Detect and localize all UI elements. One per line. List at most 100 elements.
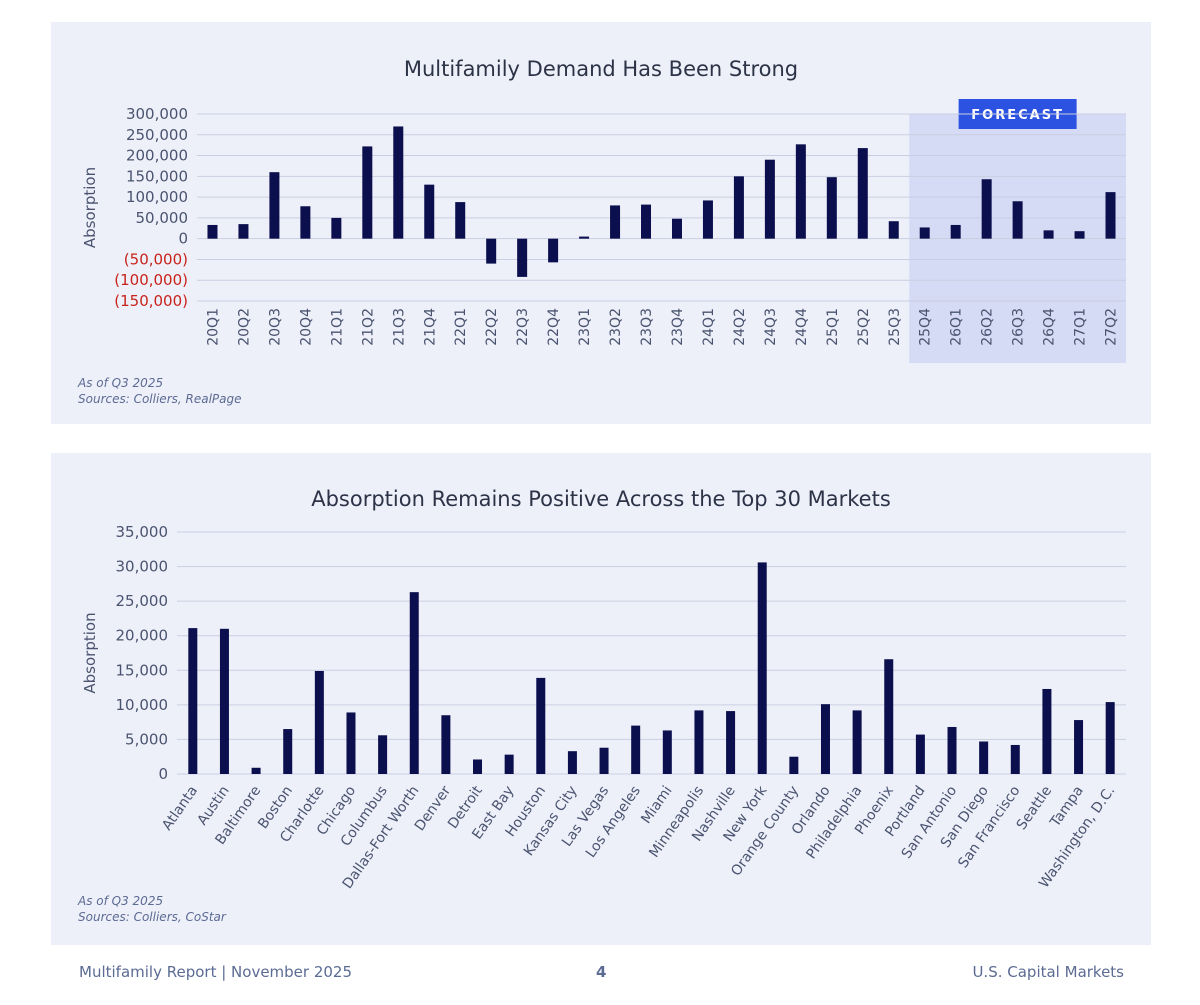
bar xyxy=(238,224,249,239)
y-tick-label: 35,000 xyxy=(116,523,169,541)
y-tick-label: 10,000 xyxy=(116,696,169,714)
x-tick-label: 23Q3 xyxy=(639,308,655,346)
y-tick-label: 20,000 xyxy=(116,627,169,645)
chart-demand: Multifamily Demand Has Been Strong FORECA… xyxy=(81,57,1126,363)
y-tick-label: 0 xyxy=(178,230,188,248)
x-tick-label: 26Q4 xyxy=(1042,308,1058,346)
bar xyxy=(300,206,311,239)
x-tick-label: 24Q1 xyxy=(701,308,717,346)
bar xyxy=(826,177,837,239)
bar xyxy=(567,751,577,774)
note-as-of: As of Q3 2025 xyxy=(78,376,164,390)
y-tick-label: (150,000) xyxy=(114,292,188,310)
bar xyxy=(764,159,775,239)
x-tick-label: 22Q2 xyxy=(484,308,500,346)
y-tick-label: 150,000 xyxy=(126,167,188,185)
x-tick-label: 25Q1 xyxy=(825,308,841,346)
y-tick-label: 100,000 xyxy=(126,188,188,206)
x-tick-label: 21Q2 xyxy=(360,308,376,346)
bar xyxy=(579,236,590,239)
bar xyxy=(631,725,641,774)
bar xyxy=(981,179,992,239)
x-tick-label: 21Q3 xyxy=(391,308,407,346)
bar xyxy=(671,218,682,239)
x-tick-label: 22Q1 xyxy=(453,308,469,346)
bar xyxy=(314,670,324,774)
x-tick-label: 26Q2 xyxy=(980,308,996,346)
bar xyxy=(504,754,514,774)
bar xyxy=(919,227,930,239)
y-tick-label: (100,000) xyxy=(114,271,188,289)
bar xyxy=(1010,744,1020,774)
x-tick-label: 22Q3 xyxy=(515,308,531,346)
chart-title: Multifamily Demand Has Been Strong xyxy=(404,57,798,81)
y-tick-label: 250,000 xyxy=(126,126,188,144)
x-tick-label: 20Q1 xyxy=(205,308,221,346)
x-tick-label: 26Q3 xyxy=(1011,308,1027,346)
footer-page-number: 4 xyxy=(596,963,607,981)
bar xyxy=(1012,201,1023,239)
bar xyxy=(455,202,466,239)
bar xyxy=(757,562,767,774)
x-tick-label: 25Q3 xyxy=(887,308,903,346)
bar xyxy=(1042,688,1052,774)
bar xyxy=(424,184,435,239)
bar xyxy=(852,710,862,774)
x-tick-label: 20Q4 xyxy=(298,308,314,346)
x-tick-label: 27Q2 xyxy=(1104,308,1120,346)
x-tick-label: 20Q3 xyxy=(267,308,283,346)
chart-markets: Absorption Remains Positive Across the T… xyxy=(81,487,1126,892)
bar xyxy=(409,592,419,774)
bar xyxy=(1105,702,1115,774)
chart-title: Absorption Remains Positive Across the T… xyxy=(311,487,891,511)
x-tick-label: 23Q4 xyxy=(670,308,686,346)
bar xyxy=(733,176,744,239)
bar xyxy=(283,729,293,774)
x-tick-label: 25Q2 xyxy=(856,308,872,346)
bar xyxy=(694,710,704,774)
bar xyxy=(1074,231,1085,239)
x-tick-label: 24Q2 xyxy=(732,308,748,346)
x-tick-label: 20Q2 xyxy=(236,308,252,346)
bar xyxy=(726,711,736,774)
y-tick-label: 5,000 xyxy=(125,730,168,748)
bar xyxy=(486,238,497,264)
bar xyxy=(473,759,483,774)
bar xyxy=(378,735,388,774)
forecast-label: FORECAST xyxy=(971,108,1064,123)
bar xyxy=(915,734,925,774)
bar xyxy=(789,756,799,774)
x-tick-label: 25Q4 xyxy=(918,308,934,346)
note-as-of: As of Q3 2025 xyxy=(78,894,164,908)
bar xyxy=(662,730,672,774)
y-tick-label: (50,000) xyxy=(124,250,188,268)
bar xyxy=(269,172,280,239)
bar xyxy=(857,148,868,239)
chart-notes: As of Q3 2025 Sources: Colliers, CoStar xyxy=(78,893,226,925)
bar xyxy=(536,677,546,774)
bar xyxy=(251,767,261,774)
bar xyxy=(1074,720,1084,774)
bar xyxy=(979,741,989,774)
x-tick-label: 23Q1 xyxy=(577,308,593,346)
x-tick-label: 26Q1 xyxy=(949,308,965,346)
bar xyxy=(820,704,830,774)
bar xyxy=(362,146,373,239)
note-sources: Sources: Colliers, CoStar xyxy=(78,910,226,924)
chart-panel-markets: Absorption Remains Positive Across the T… xyxy=(51,453,1151,945)
x-tick-label: 24Q4 xyxy=(794,308,810,346)
bar xyxy=(1043,230,1054,239)
bar xyxy=(331,217,342,239)
bar xyxy=(888,221,899,239)
footer-report-title: Multifamily Report | November 2025 xyxy=(79,963,353,981)
y-tick-label: 0 xyxy=(158,765,168,783)
x-tick-label: 24Q3 xyxy=(763,308,779,346)
bar xyxy=(393,126,404,239)
y-tick-label: 30,000 xyxy=(116,558,169,576)
bar xyxy=(702,200,713,239)
note-sources: Sources: Colliers, RealPage xyxy=(78,392,242,406)
bar xyxy=(188,628,198,774)
bar xyxy=(795,144,806,239)
bar xyxy=(346,712,356,774)
bar xyxy=(441,715,451,774)
